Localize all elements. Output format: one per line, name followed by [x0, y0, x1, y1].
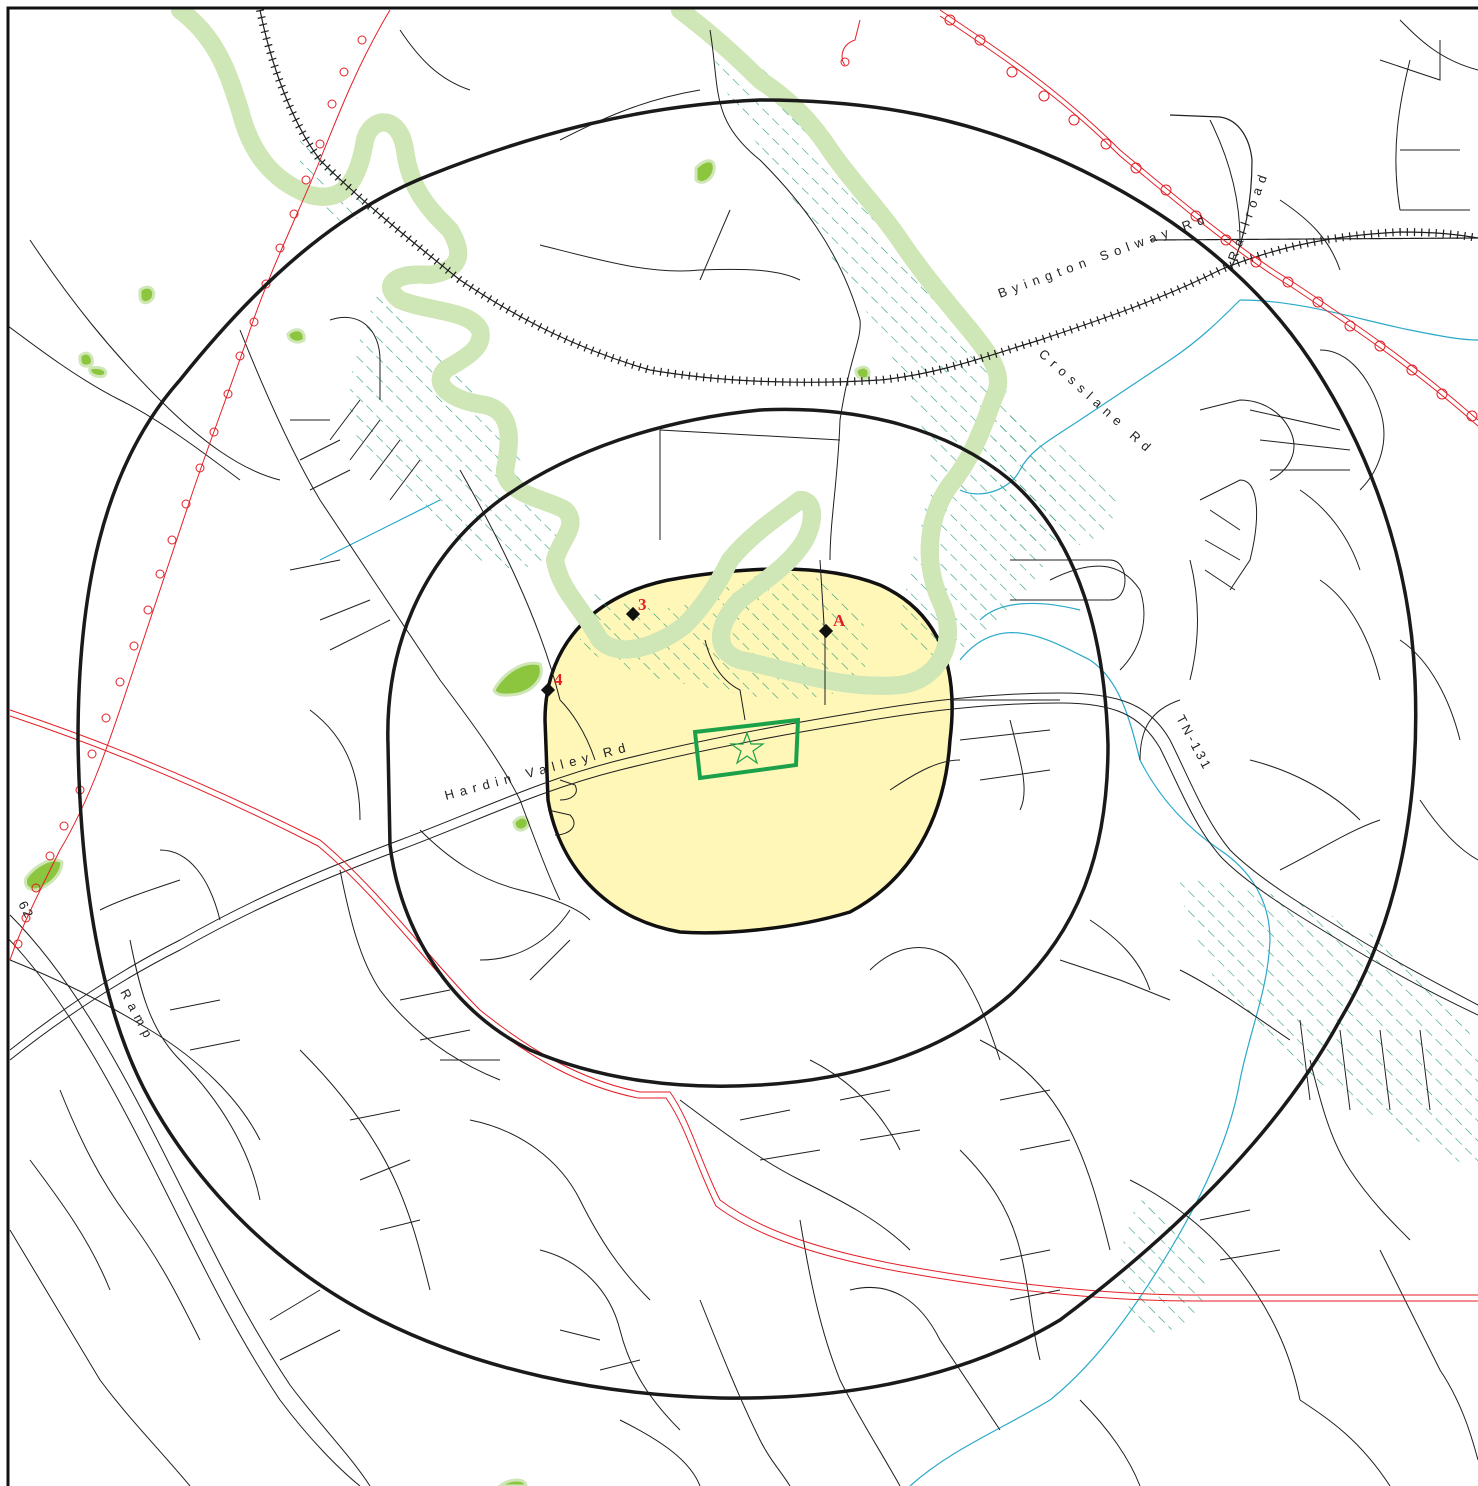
road-label-ramp: Ramp — [117, 986, 158, 1045]
buffer-rings — [76, 98, 1418, 1400]
outer-buffer-ring — [76, 98, 1418, 1400]
wetland-areas — [300, 20, 1478, 1333]
pipelines — [9, 9, 1478, 1302]
streams — [319, 299, 1478, 1486]
facility-boundary — [692, 717, 801, 781]
facility[interactable] — [692, 717, 801, 781]
sample-point-label: A — [833, 611, 846, 630]
map-frame — [6, 6, 1478, 1486]
pipeline-markers — [13, 14, 1478, 949]
sample-point-4[interactable]: 4 — [540, 670, 563, 698]
sample-point-a[interactable]: A — [818, 611, 846, 639]
road-label-tn-131: TN-131 — [1173, 712, 1215, 773]
sample-point-3[interactable]: 3 — [625, 595, 647, 622]
sample-point-label: 4 — [554, 670, 563, 689]
road-label-byington-solway: Byington Solway Rd — [996, 210, 1212, 301]
road-network — [9, 19, 1478, 1486]
sample-point-label: 3 — [638, 595, 647, 614]
woodland-patches — [24, 159, 871, 1486]
inner-buffer-ring — [386, 407, 1110, 1088]
highways — [9, 692, 1478, 1486]
road-label-railroad: Railroad — [1225, 167, 1272, 263]
star-icon — [729, 731, 765, 765]
river — [171, 9, 998, 686]
